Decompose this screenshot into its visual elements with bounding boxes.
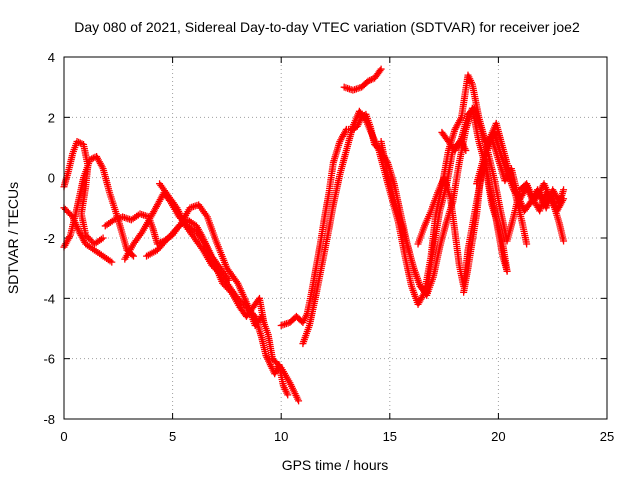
data-point	[99, 234, 107, 242]
data-point	[367, 76, 375, 84]
data-point	[295, 397, 303, 405]
data-point	[108, 258, 116, 266]
data-point	[523, 240, 531, 248]
data-point	[233, 278, 241, 286]
y-tick-label: 2	[48, 110, 55, 125]
data-point	[130, 252, 138, 260]
data-point	[260, 318, 268, 326]
x-tick-label: 10	[274, 429, 288, 444]
series-track-f	[156, 180, 292, 399]
data-point	[75, 138, 83, 146]
data-point	[76, 139, 84, 147]
data-point	[560, 237, 568, 245]
y-tick-label: -6	[43, 352, 55, 367]
series-track-o	[460, 156, 511, 296]
x-tick-label: 25	[600, 429, 614, 444]
series-track-j	[340, 65, 385, 94]
y-tick-label: -4	[43, 291, 55, 306]
x-tick-label: 5	[169, 429, 176, 444]
series-track-g	[143, 216, 233, 284]
x-axis-label: GPS time / hours	[282, 457, 389, 473]
x-tick-label: 20	[491, 429, 505, 444]
data-marks	[60, 65, 568, 405]
data-point	[366, 76, 374, 84]
y-tick-label: -8	[43, 412, 55, 427]
y-axis-label: SDTVAR / TECUs	[5, 182, 21, 294]
y-tick-label: 0	[48, 171, 55, 186]
data-point	[376, 67, 384, 75]
data-point	[560, 186, 568, 194]
data-point	[284, 391, 292, 399]
axis-ticks: 0 5 10 15 20 25 -8 -6 -4 -2 0 2 4	[43, 50, 614, 444]
y-tick-label: 4	[48, 50, 55, 65]
data-point	[73, 137, 81, 145]
x-tick-label: 15	[383, 429, 397, 444]
series-track-p	[533, 180, 568, 215]
y-tick-label: -2	[43, 231, 55, 246]
series-track-a	[60, 137, 107, 248]
data-point	[86, 156, 94, 164]
data-point	[503, 267, 511, 275]
series-track-c	[60, 204, 116, 266]
data-point	[225, 276, 233, 284]
x-tick-label: 0	[60, 429, 67, 444]
data-point	[377, 65, 385, 73]
series-track-n	[473, 119, 531, 248]
data-point	[462, 147, 470, 155]
data-point	[364, 77, 372, 85]
chart-title: Day 080 of 2021, Sidereal Day-to-day VTE…	[74, 19, 580, 35]
plot-frame	[63, 56, 608, 420]
